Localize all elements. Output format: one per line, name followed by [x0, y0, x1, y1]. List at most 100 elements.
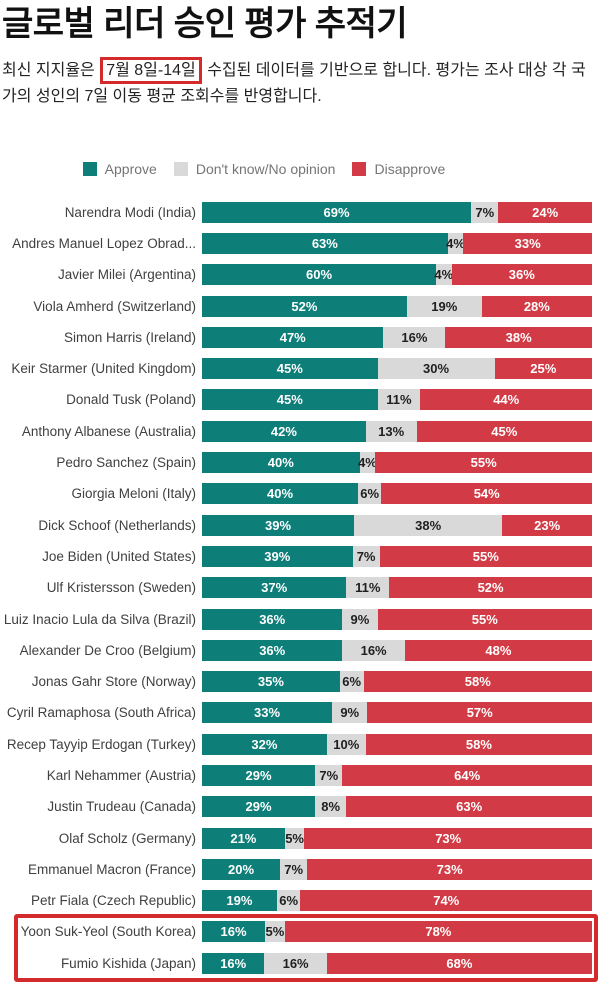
segment-value-label: 19% — [431, 298, 458, 314]
segment-value-label: 73% — [436, 861, 463, 877]
stacked-bar: 47% 16% 38% — [202, 326, 592, 348]
stacked-bar: 21% 5% 73% — [202, 827, 593, 849]
subtitle-text-before: 최신 지지율은 — [2, 61, 100, 79]
leader-name: Dick Schoof (Netherlands) — [38, 517, 196, 533]
segment-disapprove: 55% — [379, 545, 592, 567]
leader-name: Keir Starmer (United Kingdom) — [11, 361, 196, 377]
segment-value-label: 33% — [514, 235, 541, 251]
leader-name: Justin Trudeau (Canada) — [47, 799, 196, 815]
leader-name: Karl Nehammer (Austria) — [46, 767, 196, 783]
segment-value-label: 23% — [534, 517, 561, 533]
segment-approve: 32% — [202, 733, 327, 755]
leader-name: Emmanuel Macron (France) — [27, 861, 196, 877]
segment-neutral: 5% — [284, 827, 305, 849]
leader-row: Luiz Inacio Lula da Silva (Brazil) 36% 9% 5… — [0, 603, 600, 634]
leader-name: Cyril Ramaphosa (South Africa) — [6, 705, 196, 721]
segment-approve: 40% — [202, 483, 358, 505]
segment-value-label: 68% — [446, 955, 473, 971]
segment-disapprove: 44% — [420, 389, 592, 411]
leader-name: Yoon Suk-Yeol (South Korea) — [20, 924, 196, 940]
segment-value-label: 19% — [226, 893, 253, 909]
segment-approve: 40% — [202, 452, 360, 474]
segment-value-label: 32% — [251, 736, 278, 752]
stacked-bar: 16% 5% 78% — [202, 921, 592, 943]
leader-name: Simon Harris (Ireland) — [63, 329, 196, 345]
segment-value-label: 16% — [220, 924, 247, 940]
legend-item-disapprove: Disapprove — [352, 161, 445, 177]
segment-value-label: 38% — [415, 517, 442, 533]
approve-swatch-icon — [82, 161, 97, 176]
segment-value-label: 58% — [464, 674, 491, 690]
leader-row: Olaf Scholz (Germany) 21% 5% 73% — [0, 822, 600, 853]
leader-name: Anthony Albanese (Australia) — [21, 423, 196, 439]
leader-row: Recep Tayyip Erdogan (Turkey) 32% 10% 58% — [0, 729, 600, 760]
segment-disapprove: 52% — [389, 577, 592, 599]
stacked-bar: 40% 4% 55% — [202, 452, 592, 474]
segment-value-label: 4% — [434, 267, 454, 283]
stacked-bar: 60% 4% 36% — [202, 264, 592, 286]
stacked-bar: 45% 11% 44% — [202, 389, 592, 411]
stacked-bar: 32% 10% 58% — [202, 733, 592, 755]
segment-value-label: 57% — [466, 705, 493, 721]
segment-value-label: 63% — [311, 235, 338, 251]
segment-value-label: 33% — [253, 705, 281, 721]
segment-value-label: 5% — [265, 924, 285, 940]
segment-value-label: 6% — [342, 674, 362, 690]
leader-row: Viola Amherd (Switzerland) 52% 19% 28% — [0, 290, 600, 321]
leader-name: Javier Milei (Argentina) — [57, 267, 196, 283]
leader-row: Joe Biden (United States) 39% 7% 55% — [0, 541, 600, 572]
segment-value-label: 45% — [276, 392, 303, 408]
segment-approve: 35% — [202, 671, 340, 693]
segment-neutral: 38% — [354, 514, 503, 536]
segment-approve: 69% — [202, 201, 472, 223]
segment-approve: 60% — [202, 264, 436, 286]
segment-approve: 29% — [202, 796, 316, 818]
segment-neutral: 6% — [276, 890, 301, 912]
segment-value-label: 42% — [270, 423, 297, 439]
segment-value-label: 9% — [350, 611, 370, 627]
segment-value-label: 78% — [425, 924, 452, 940]
segment-neutral: 10% — [326, 733, 366, 755]
leader-row: Pedro Sanchez (Spain) 40% 4% 55% — [0, 447, 600, 478]
segment-value-label: 69% — [323, 204, 350, 220]
legend-label: Disapprove — [374, 160, 446, 177]
segment-neutral: 6% — [339, 671, 364, 693]
leader-row: Donald Tusk (Poland) 45% 11% 44% — [0, 384, 600, 415]
segment-approve: 36% — [202, 608, 343, 630]
segment-disapprove: 54% — [381, 483, 592, 505]
segment-disapprove: 55% — [377, 608, 592, 630]
segment-value-label: 11% — [355, 580, 381, 596]
segment-disapprove: 36% — [451, 264, 592, 286]
leader-name: Joe Biden (United States) — [42, 548, 196, 564]
segment-disapprove: 73% — [304, 827, 593, 849]
stacked-bar: 63% 4% 33% — [202, 232, 592, 254]
segment-value-label: 10% — [333, 736, 360, 752]
leader-row: Giorgia Meloni (Italy) 40% 6% 54% — [0, 478, 600, 509]
leader-name: Fumio Kishida (Japan) — [60, 955, 196, 971]
segment-neutral: 11% — [377, 389, 421, 411]
segment-value-label: 74% — [433, 893, 460, 909]
leader-name: Pedro Sanchez (Spain) — [56, 455, 196, 471]
segment-value-label: 9% — [340, 705, 360, 721]
legend-label: Approve — [104, 160, 157, 177]
segment-disapprove: 58% — [363, 671, 592, 693]
leader-name: Donald Tusk (Poland) — [66, 392, 196, 408]
segment-value-label: 52% — [291, 298, 318, 314]
segment-value-label: 20% — [227, 861, 255, 877]
segment-value-label: 45% — [491, 423, 518, 439]
segment-value-label: 39% — [265, 517, 292, 533]
leader-row: Cyril Ramaphosa (South Africa) 33% 9% 57% — [0, 697, 600, 728]
segment-approve: 52% — [202, 295, 407, 317]
segment-value-label: 37% — [261, 580, 288, 596]
segment-neutral: 6% — [358, 483, 382, 505]
segment-disapprove: 57% — [367, 702, 592, 724]
segment-neutral: 7% — [471, 201, 499, 223]
segment-value-label: 52% — [477, 580, 504, 596]
segment-disapprove: 74% — [300, 890, 592, 912]
segment-disapprove: 24% — [498, 201, 592, 223]
segment-value-label: 55% — [472, 548, 499, 564]
leader-row: Andres Manuel Lopez Obrad... 63% 4% 33% — [0, 228, 600, 259]
segment-value-label: 8% — [321, 799, 341, 815]
segment-neutral: 4% — [358, 452, 377, 474]
segment-value-label: 55% — [470, 455, 497, 471]
